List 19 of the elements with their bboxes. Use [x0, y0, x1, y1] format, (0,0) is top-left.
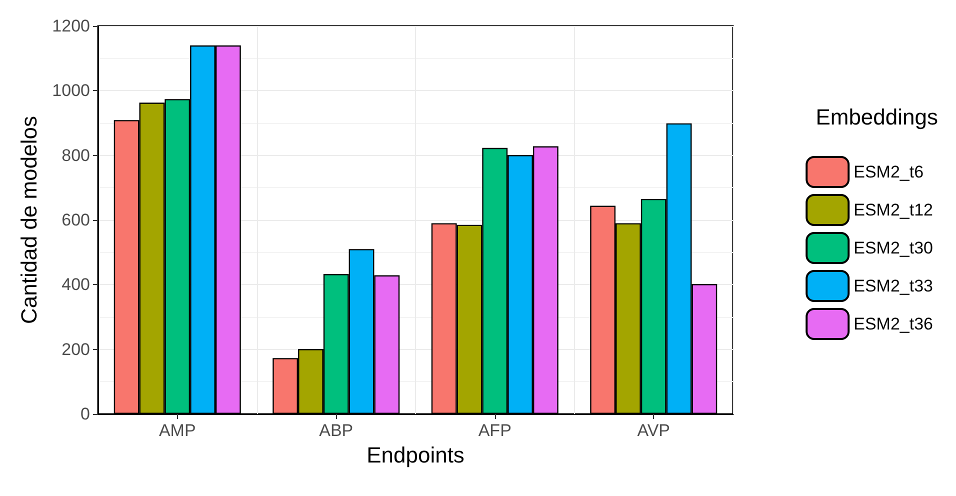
- x-tick-label: AFP: [478, 421, 512, 440]
- y-tick-label: 400: [62, 275, 90, 294]
- y-tick-label: 800: [62, 146, 90, 165]
- y-axis-title: Cantidad de modelos: [16, 116, 42, 324]
- x-axis-title: Endpoints: [366, 442, 464, 468]
- y-tick-label: 0: [80, 404, 90, 424]
- legend-label: ESM2_t6: [854, 162, 924, 182]
- y-tick-label: 1200: [52, 16, 90, 36]
- x-tick-label: AVP: [637, 421, 670, 440]
- x-tick-label: ABP: [319, 421, 354, 440]
- y-tick-label: 1000: [52, 81, 90, 100]
- x-tick-label: AMP: [158, 421, 196, 440]
- y-tick-label: 600: [62, 210, 90, 230]
- legend-title: Embeddings: [816, 104, 938, 130]
- legend-label: ESM2_t36: [854, 314, 934, 334]
- legend-label: ESM2_t12: [854, 200, 934, 220]
- legend-label: ESM2_t30: [854, 238, 934, 258]
- y-tick-label: 200: [62, 340, 90, 359]
- legend-label: ESM2_t33: [854, 276, 934, 296]
